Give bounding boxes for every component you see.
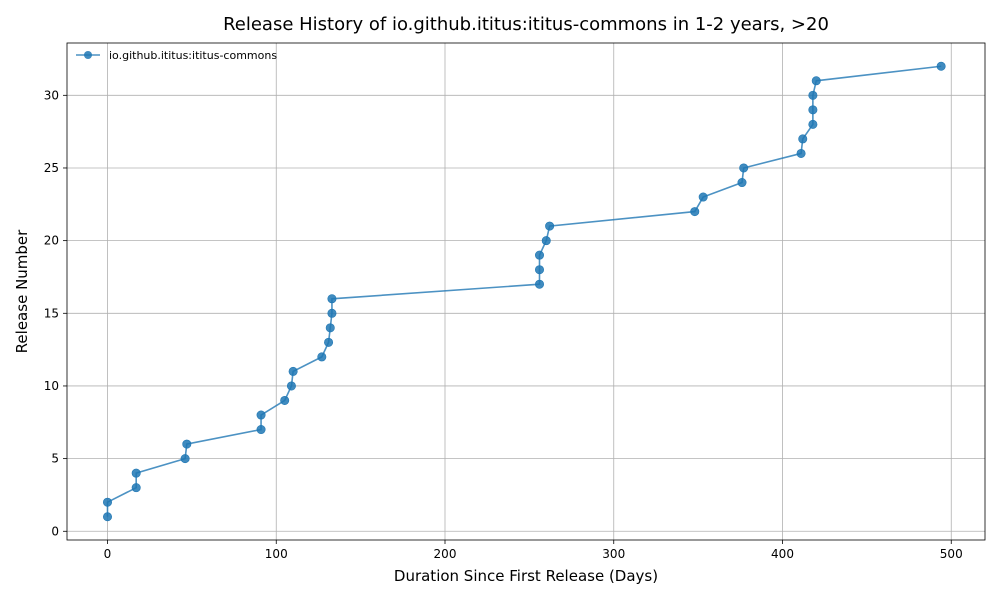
data-point xyxy=(317,352,327,362)
data-point xyxy=(808,90,818,100)
series-layer xyxy=(103,61,946,522)
y-tick-label: 10 xyxy=(44,379,59,393)
plot-frame xyxy=(66,42,986,541)
chart-title: Release History of io.github.ititus:itit… xyxy=(223,14,829,35)
grid-lines xyxy=(67,43,985,540)
data-point xyxy=(534,279,544,289)
y-tick-label: 25 xyxy=(44,161,59,175)
data-point xyxy=(324,337,334,347)
data-point xyxy=(180,454,190,464)
data-point xyxy=(808,105,818,115)
x-tick-label: 100 xyxy=(265,547,288,561)
x-axis-title: Duration Since First Release (Days) xyxy=(394,567,658,585)
data-point xyxy=(534,265,544,275)
x-tick-label: 300 xyxy=(602,547,625,561)
data-point xyxy=(131,468,141,478)
data-point xyxy=(256,425,266,435)
data-point xyxy=(798,134,808,144)
x-tick-label: 400 xyxy=(771,547,794,561)
y-tick-label: 5 xyxy=(51,452,59,466)
data-point xyxy=(256,410,266,420)
data-point xyxy=(698,192,708,202)
y-axis-title: Release Number xyxy=(13,229,31,353)
plot-background xyxy=(67,43,985,540)
data-point xyxy=(936,61,946,71)
x-tick-label: 500 xyxy=(940,547,963,561)
data-point xyxy=(737,178,747,188)
y-tick-label: 0 xyxy=(51,524,59,538)
data-point xyxy=(690,207,700,217)
legend: io.github.ititus:ititus-commons xyxy=(76,49,277,62)
y-tick-label: 20 xyxy=(44,234,59,248)
data-point xyxy=(327,308,337,318)
data-point xyxy=(182,439,192,449)
data-point xyxy=(103,497,113,507)
x-axis-ticks: 0 100 200 300 400 500 xyxy=(104,540,963,561)
data-point xyxy=(796,148,806,158)
data-point xyxy=(325,323,335,333)
data-point xyxy=(288,366,298,376)
x-tick-label: 0 xyxy=(104,547,112,561)
x-tick-label: 200 xyxy=(434,547,457,561)
data-point xyxy=(545,221,555,231)
data-point xyxy=(808,119,818,129)
data-point xyxy=(541,236,551,246)
legend-label: io.github.ititus:ititus-commons xyxy=(109,49,277,62)
data-point xyxy=(327,294,337,304)
data-point xyxy=(811,76,821,86)
data-point xyxy=(131,483,141,493)
y-tick-label: 30 xyxy=(44,88,59,102)
data-point xyxy=(286,381,296,391)
data-point xyxy=(534,250,544,260)
y-axis-ticks: 0 5 10 15 20 25 30 xyxy=(44,88,67,538)
y-tick-label: 15 xyxy=(44,306,59,320)
data-point xyxy=(280,395,290,405)
data-point xyxy=(739,163,749,173)
legend-marker-swatch xyxy=(84,51,92,59)
data-point xyxy=(103,512,113,522)
